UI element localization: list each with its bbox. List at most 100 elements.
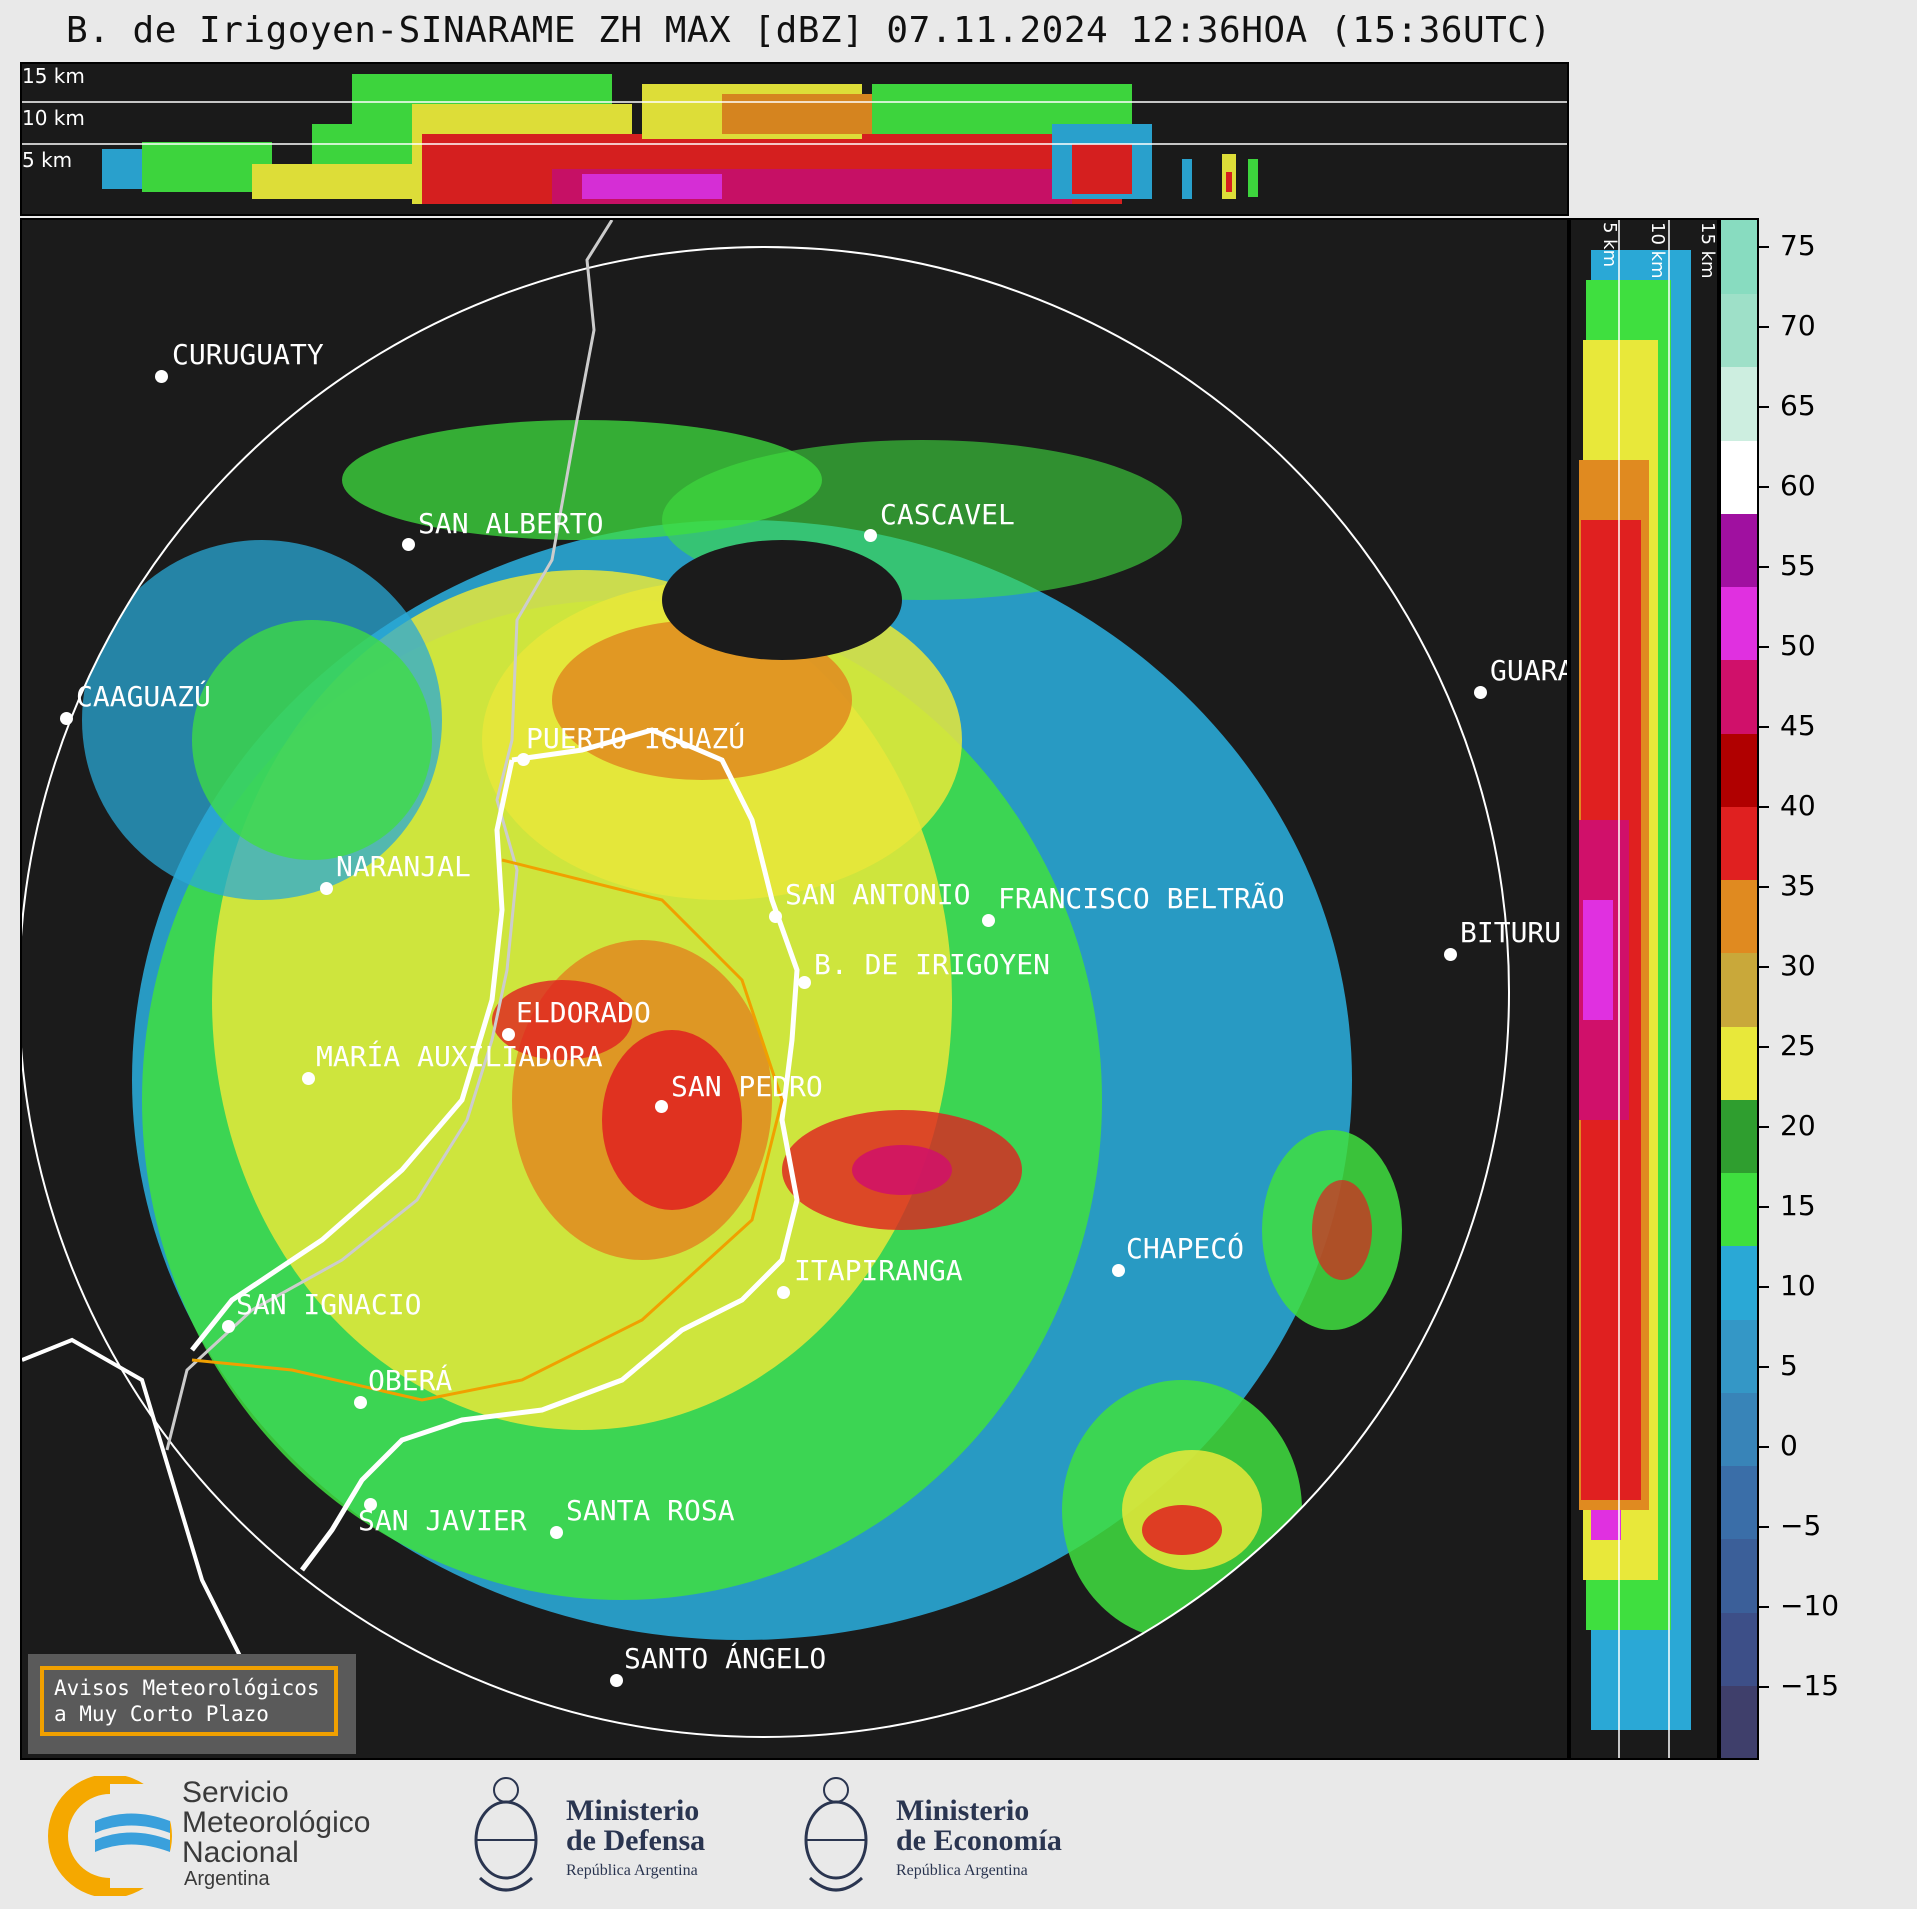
- city-marker: [982, 914, 995, 927]
- colorbar-tick-label: 0: [1780, 1429, 1798, 1462]
- city-label-santo-angelo: SANTO ÁNGELO: [624, 1642, 827, 1675]
- city-label-caaguazu: CAAGUAZÚ: [76, 680, 211, 713]
- side-label-5km: 5 km: [1599, 222, 1620, 268]
- city-marker: [864, 529, 877, 542]
- argentina-coat-of-arms-icon: [474, 1777, 538, 1892]
- top-profile-echoes: [22, 74, 1567, 204]
- colorbar-segment: [1721, 1538, 1757, 1613]
- colorbar-tick-mark: [1759, 1126, 1769, 1128]
- colorbar-tick-mark: [1759, 1046, 1769, 1048]
- colorbar-tick-mark: [1759, 406, 1769, 408]
- colorbar-tick-label: 25: [1780, 1029, 1816, 1062]
- city-label-san-alberto: SAN ALBERTO: [418, 507, 604, 540]
- colorbar-tick-label: −5: [1780, 1509, 1822, 1542]
- defensa-line-2: de Defensa: [566, 1824, 706, 1857]
- city-label-puerto-iguazu: PUERTO IGUAZÚ: [526, 722, 746, 755]
- city-marker: [222, 1320, 235, 1333]
- radar-map[interactable]: CURUGUATY SAN ALBERTO CASCAVEL CAAGUAZÚ …: [20, 218, 1569, 1760]
- reflectivity-field: [82, 420, 1402, 1640]
- colorbar-segment: [1721, 805, 1757, 881]
- colorbar-tick-label: 75: [1780, 229, 1816, 262]
- colorbar-tick-label: 55: [1780, 549, 1816, 582]
- city-marker: [502, 1028, 515, 1041]
- city-label-santa-rosa: SANTA ROSA: [566, 1494, 735, 1527]
- city-marker: [60, 712, 73, 725]
- city-label-eldorado: ELDORADO: [516, 996, 651, 1029]
- city-marker: [302, 1072, 315, 1085]
- side-label-15km: 15 km: [1697, 222, 1718, 279]
- city-marker: [517, 753, 530, 766]
- colorbar-segment: [1721, 732, 1757, 807]
- city-marker: [798, 976, 811, 989]
- international-border-line: [165, 220, 614, 1451]
- colorbar-tick-label: 10: [1780, 1269, 1816, 1302]
- city-marker: [364, 1498, 377, 1511]
- colorbar-tick-label: 50: [1780, 629, 1816, 662]
- city-label-cascavel: CASCAVEL: [880, 498, 1015, 531]
- colorbar-tick-mark: [1759, 566, 1769, 568]
- colorbar-segment: [1721, 512, 1757, 588]
- radar-echo-layer: [22, 220, 1510, 1741]
- colorbar-segment: [1721, 1098, 1757, 1174]
- city-label-san-antonio: SAN ANTONIO: [785, 878, 971, 911]
- dbz-colorbar: [1719, 218, 1759, 1760]
- side-profile-echoes: [1579, 220, 1691, 1758]
- warning-frame: Avisos Meteorológicos a Muy Corto Plazo: [40, 1666, 338, 1736]
- city-marker: [320, 882, 333, 895]
- economia-line-3: República Argentina: [896, 1862, 1028, 1879]
- colorbar-tick-mark: [1759, 1606, 1769, 1608]
- colorbar-segment: [1721, 952, 1757, 1027]
- colorbar-tick-mark: [1759, 886, 1769, 888]
- city-label-francisco-beltrao: FRANCISCO BELTRÃO: [998, 882, 1285, 915]
- colorbar-segment: [1721, 1172, 1757, 1247]
- top-label-10km: 10 km: [22, 106, 85, 130]
- parana-river-line: [190, 759, 515, 1352]
- warning-line-1: Avisos Meteorológicos: [54, 1676, 320, 1700]
- colorbar-tick-mark: [1759, 726, 1769, 728]
- colorbar-segment: [1721, 1684, 1757, 1758]
- city-marker: [402, 538, 415, 551]
- warning-link-box[interactable]: Avisos Meteorológicos a Muy Corto Plazo: [28, 1654, 356, 1754]
- colorbar-tick-mark: [1759, 1686, 1769, 1688]
- city-marker: [550, 1526, 563, 1539]
- smn-line-3: Nacional: [182, 1836, 299, 1869]
- top-height-profile: 15 km 10 km 5 km: [20, 62, 1569, 216]
- colorbar-tick-label: 35: [1780, 869, 1816, 902]
- colorbar-tick-mark: [1759, 1446, 1769, 1448]
- city-label-bituru: BITURU: [1460, 916, 1562, 949]
- colorbar-tick-mark: [1759, 1526, 1769, 1528]
- colorbar-tick-mark: [1759, 1366, 1769, 1368]
- city-label-san-pedro: SAN PEDRO: [671, 1070, 823, 1103]
- city-label-b-de-irigoyen: B. DE IRIGOYEN: [814, 948, 1051, 981]
- city-label-itapiranga: ITAPIRANGA: [794, 1254, 963, 1287]
- city-marker: [1444, 948, 1457, 961]
- city-marker: [155, 370, 168, 383]
- colorbar-tick-mark: [1759, 646, 1769, 648]
- colorbar-tick-label: 30: [1780, 949, 1816, 982]
- colorbar-tick-label: 5: [1780, 1349, 1798, 1382]
- colorbar-segment: [1721, 586, 1757, 661]
- colorbar-tick-mark: [1759, 966, 1769, 968]
- city-label-san-javier: SAN JAVIER: [358, 1504, 527, 1537]
- colorbar-tick-label: 15: [1780, 1189, 1816, 1222]
- city-marker: [354, 1396, 367, 1409]
- colorbar-segment: [1721, 1025, 1757, 1100]
- city-label-san-ignacio: SAN IGNACIO: [236, 1288, 422, 1321]
- colorbar-tick-label: 65: [1780, 389, 1816, 422]
- economia-line-1: Ministerio: [896, 1794, 1030, 1827]
- city-marker: [777, 1286, 790, 1299]
- colorbar-segment: [1721, 1611, 1757, 1686]
- smn-logo-icon: [48, 1776, 172, 1896]
- colorbar-segment: [1721, 293, 1757, 368]
- misiones-border-line: [300, 727, 800, 1572]
- colorbar-tick-label: −10: [1780, 1589, 1840, 1622]
- economia-line-2: de Economía: [896, 1824, 1062, 1857]
- defensa-line-3: República Argentina: [566, 1862, 698, 1879]
- warning-area-outline: [191, 858, 784, 1402]
- colorbar-segment: [1721, 1245, 1757, 1320]
- top-label-5km: 5 km: [22, 148, 73, 172]
- colorbar-tick-label: −15: [1780, 1669, 1840, 1702]
- colorbar-segment: [1721, 879, 1757, 954]
- colorbar-segment: [1721, 366, 1757, 441]
- smn-line-1: Servicio: [182, 1776, 289, 1809]
